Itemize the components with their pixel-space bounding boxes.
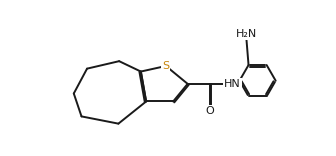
Text: HN: HN (224, 79, 241, 89)
Text: O: O (205, 106, 214, 116)
Text: H₂N: H₂N (236, 29, 257, 39)
Text: S: S (162, 61, 169, 71)
